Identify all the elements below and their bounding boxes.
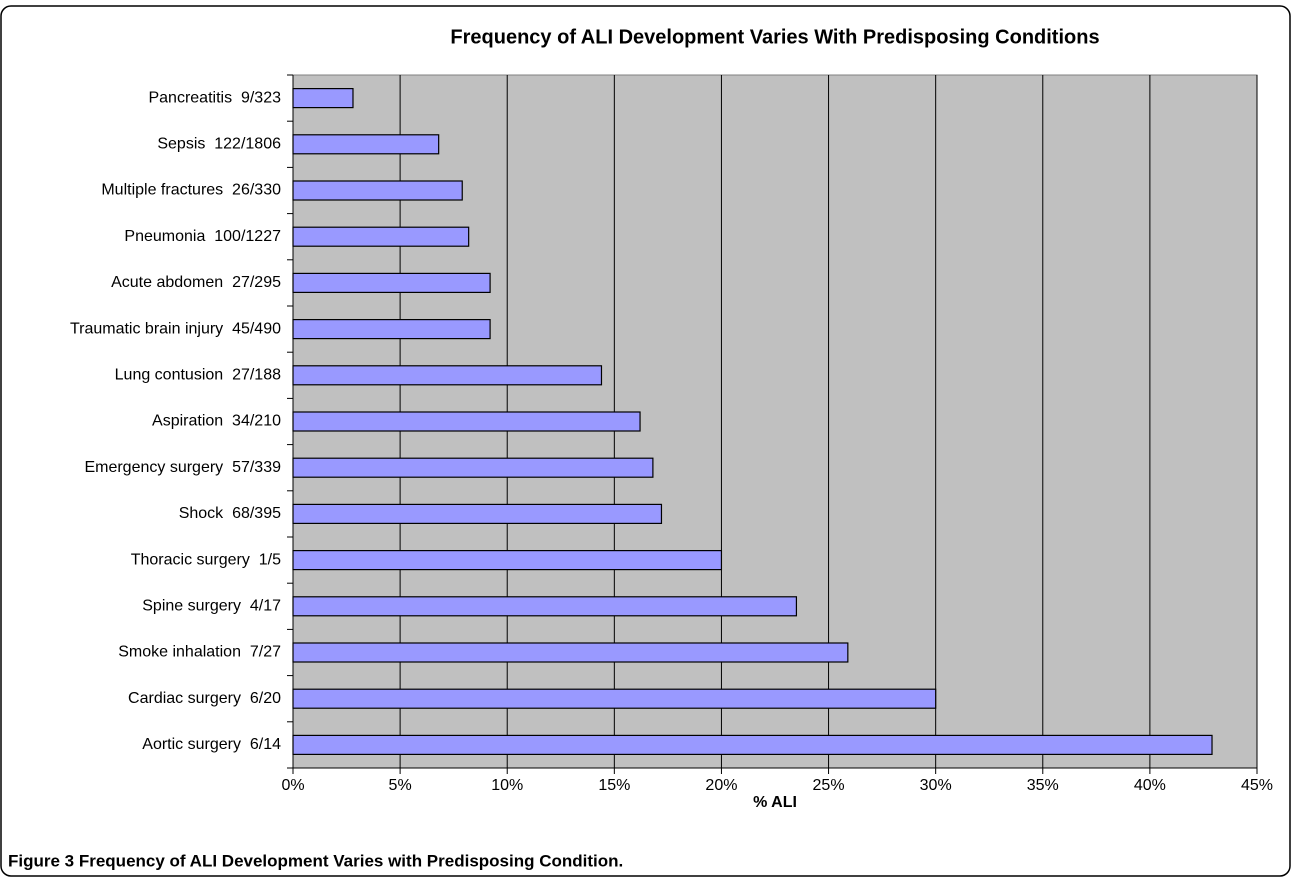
y-tick-label: Aspiration 34/210 bbox=[152, 413, 281, 430]
x-tick-label: 25% bbox=[813, 777, 845, 794]
bar bbox=[292, 87, 354, 109]
y-tick-label: Acute abdomen 27/295 bbox=[111, 274, 281, 291]
bar bbox=[292, 134, 440, 155]
y-tick-label: Thoracic surgery 1/5 bbox=[131, 551, 281, 568]
bar bbox=[292, 734, 1213, 756]
chart-title: Frequency of ALI Development Varies With… bbox=[450, 26, 1099, 48]
x-tick-label: 30% bbox=[920, 777, 952, 794]
y-tick-label: Multiple fractures 26/330 bbox=[101, 182, 281, 199]
x-tick-label: 45% bbox=[1241, 777, 1273, 794]
y-tick-label: Emergency surgery 57/339 bbox=[84, 459, 281, 476]
x-axis-title: % ALI bbox=[753, 794, 797, 811]
bar bbox=[292, 226, 470, 247]
figure-caption: Figure 3 Frequency of ALI Development Va… bbox=[8, 851, 623, 870]
bar bbox=[292, 688, 937, 709]
bar bbox=[292, 272, 491, 293]
bar bbox=[292, 503, 663, 524]
bar bbox=[292, 319, 491, 340]
x-tick-label: 10% bbox=[491, 777, 523, 794]
x-tick-label: 15% bbox=[598, 777, 630, 794]
bar bbox=[292, 549, 723, 571]
y-tick-label: Shock 68/395 bbox=[179, 505, 281, 522]
x-tick-label: 35% bbox=[1027, 777, 1059, 794]
y-tick-label: Smoke inhalation 7/27 bbox=[118, 644, 281, 661]
x-tick-label: 20% bbox=[705, 777, 737, 794]
y-tick-label: Aortic surgery 6/14 bbox=[142, 736, 281, 753]
y-tick-label: Lung contusion 27/188 bbox=[115, 367, 281, 384]
x-tick-label: 40% bbox=[1134, 777, 1166, 794]
y-tick-label: Pancreatitis 9/323 bbox=[148, 89, 281, 106]
bar bbox=[292, 411, 641, 432]
y-tick-label: Spine surgery 4/17 bbox=[142, 598, 281, 615]
y-tick-label: Pneumonia 100/1227 bbox=[124, 228, 281, 245]
bar bbox=[292, 642, 849, 663]
x-tick-label: 5% bbox=[389, 777, 412, 794]
y-tick-label: Sepsis 122/1806 bbox=[157, 136, 281, 153]
x-tick-label: 0% bbox=[281, 777, 304, 794]
bar bbox=[292, 365, 603, 386]
bar bbox=[292, 596, 798, 617]
bar bbox=[292, 457, 654, 478]
y-tick-label: Traumatic brain injury 45/490 bbox=[70, 320, 281, 337]
bar bbox=[292, 180, 463, 201]
y-tick-label: Cardiac surgery 6/20 bbox=[128, 690, 281, 707]
